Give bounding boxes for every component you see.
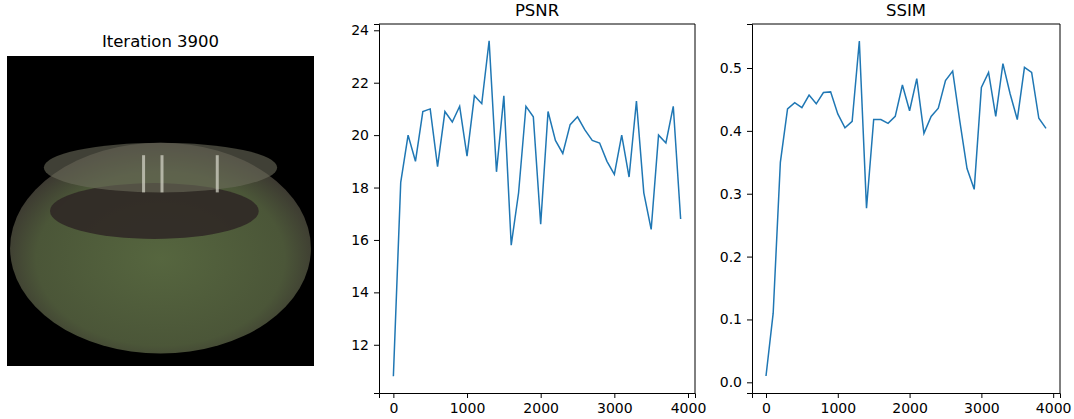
- tick: 2000: [892, 393, 928, 416]
- tick: 16: [351, 232, 379, 248]
- tick: 0.0: [720, 374, 752, 390]
- tick-label: 2000: [892, 400, 928, 416]
- tick-mark: [747, 319, 752, 320]
- tick-label: 24: [351, 22, 369, 38]
- image-panel: Iteration 3900: [7, 32, 314, 366]
- tick: 24: [351, 22, 379, 38]
- tick-label: 0.2: [720, 249, 742, 265]
- image-streak: [142, 155, 145, 192]
- tick: 12: [351, 337, 379, 353]
- tick-label: 20: [351, 127, 369, 143]
- tick-mark: [614, 393, 615, 398]
- tick-mark: [766, 393, 767, 398]
- data-line: [393, 41, 680, 376]
- tick-label: 22: [351, 75, 369, 91]
- tick-mark: [374, 135, 379, 136]
- tick-mark: [981, 393, 982, 398]
- tick: 0: [389, 393, 398, 416]
- tick-mark: [747, 257, 752, 258]
- y-axis: 0.0 0.1 0.2 0.3 0.4 0.5: [720, 25, 753, 394]
- y-axis: 12 14 16 18 20 22 24: [351, 22, 379, 393]
- tick-label: 1000: [820, 400, 856, 416]
- image-object: [10, 143, 311, 354]
- tick-mark: [374, 240, 379, 241]
- plot-area: [393, 41, 680, 376]
- tick: 18: [351, 180, 379, 196]
- line-panel: 0 1000 2000 3000 4000 0.0 0.1 0.2 0.3 0.4 0.5 SSIM: [720, 1, 1072, 416]
- tick: 0.2: [720, 249, 752, 265]
- tick-label: 0.1: [720, 311, 742, 327]
- tick: 0.4: [720, 123, 752, 139]
- tick-label: 0: [389, 400, 398, 416]
- tick: 22: [351, 75, 379, 91]
- tick: 0.3: [720, 186, 752, 202]
- tick: 2000: [523, 393, 559, 416]
- tick-label: 14: [351, 284, 369, 300]
- tick-mark: [747, 131, 752, 132]
- tick-mark: [1053, 393, 1054, 398]
- tick: 14: [351, 284, 379, 300]
- panel-title: Iteration 3900: [102, 32, 219, 51]
- tick-mark: [688, 393, 689, 398]
- tick-mark: [374, 30, 379, 31]
- tick-mark: [393, 393, 394, 398]
- tick-mark: [747, 382, 752, 383]
- x-axis-line: [753, 394, 1061, 399]
- tick-label: 0: [762, 400, 771, 416]
- tick-label: 4000: [671, 400, 707, 416]
- panel-title: SSIM: [886, 1, 926, 20]
- tick: 4000: [671, 393, 707, 416]
- x-axis: 0 1000 2000 3000 4000: [753, 393, 1072, 416]
- tick-label: 4000: [1036, 400, 1072, 416]
- y-axis-line: [747, 25, 753, 394]
- line-panel: 0 1000 2000 3000 4000 12 14 16 18 20 22 24 PSNR: [351, 1, 706, 416]
- tick-label: 12: [351, 337, 369, 353]
- tick: 3000: [964, 393, 1000, 416]
- image-highlight: [44, 143, 277, 193]
- tick-mark: [374, 83, 379, 84]
- tick-mark: [374, 345, 379, 346]
- image-streak: [161, 155, 164, 192]
- tick-label: 2000: [523, 400, 559, 416]
- tick-mark: [467, 393, 468, 398]
- image-streak: [216, 155, 219, 192]
- tick-label: 0.5: [720, 60, 742, 76]
- data-line: [766, 41, 1046, 376]
- tick-mark: [541, 393, 542, 398]
- panel-title: PSNR: [515, 1, 559, 20]
- tick: 20: [351, 127, 379, 143]
- tick-label: 3000: [964, 400, 1000, 416]
- image-background: [7, 56, 314, 366]
- tick: 3000: [597, 393, 633, 416]
- x-axis: 0 1000 2000 3000 4000: [380, 393, 707, 416]
- plot-area: [766, 41, 1046, 376]
- frame-top: [379, 24, 695, 25]
- tick-label: 16: [351, 232, 369, 248]
- tick-label: 18: [351, 180, 369, 196]
- tick-mark: [747, 194, 752, 195]
- tick-mark: [910, 393, 911, 398]
- tick: 0.1: [720, 311, 752, 327]
- tick: 1000: [450, 393, 486, 416]
- tick-label: 3000: [597, 400, 633, 416]
- frame-top: [752, 24, 1060, 25]
- x-axis-line: [380, 394, 696, 399]
- y-axis-line: [374, 25, 380, 394]
- tick-label: 0.0: [720, 374, 742, 390]
- frame-right: [1060, 24, 1061, 393]
- tick: 4000: [1036, 393, 1072, 416]
- tick-label: 0.3: [720, 186, 742, 202]
- frame-right: [695, 24, 696, 393]
- tick: 1000: [820, 393, 856, 416]
- tick-label: 0.4: [720, 123, 742, 139]
- tick-mark: [374, 292, 379, 293]
- tick-label: 1000: [450, 400, 486, 416]
- tick-mark: [747, 68, 752, 69]
- tick-mark: [838, 393, 839, 398]
- tick: 0.5: [720, 60, 752, 76]
- tick: 0: [762, 393, 771, 416]
- tick-mark: [374, 188, 379, 189]
